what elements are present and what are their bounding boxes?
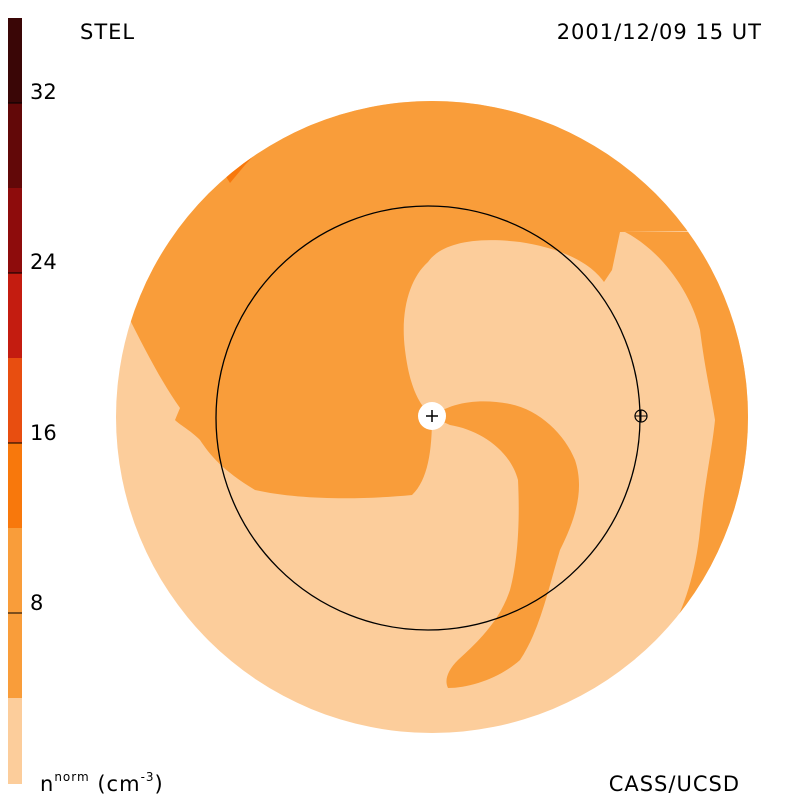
colorbar-band: [8, 103, 22, 188]
colorbar-band: [8, 358, 22, 443]
timestamp-label: 2001/12/09 15 UT: [556, 20, 762, 44]
colorbar-tick-label: 16: [30, 421, 57, 445]
colorbar-band: [8, 18, 22, 103]
instrument-label: STEL: [80, 20, 136, 44]
credit-label: CASS/UCSD: [608, 772, 740, 796]
density-arm-upper: [116, 101, 748, 499]
colorbar-band: [8, 273, 22, 358]
colorbar-unit-label: nnorm (cm-3): [40, 770, 164, 796]
colorbar-band: [8, 698, 22, 784]
colorbar-tick-label: 24: [30, 250, 57, 274]
colorbar-tick-label: 32: [30, 80, 57, 104]
colorbar-band: [8, 188, 22, 273]
colorbar: [8, 18, 22, 784]
earth-orbit: [215, 205, 641, 631]
density-arm-lower: [432, 401, 580, 688]
colorbar-band: [8, 443, 22, 528]
colorbar-tick-label: 8: [30, 591, 44, 615]
